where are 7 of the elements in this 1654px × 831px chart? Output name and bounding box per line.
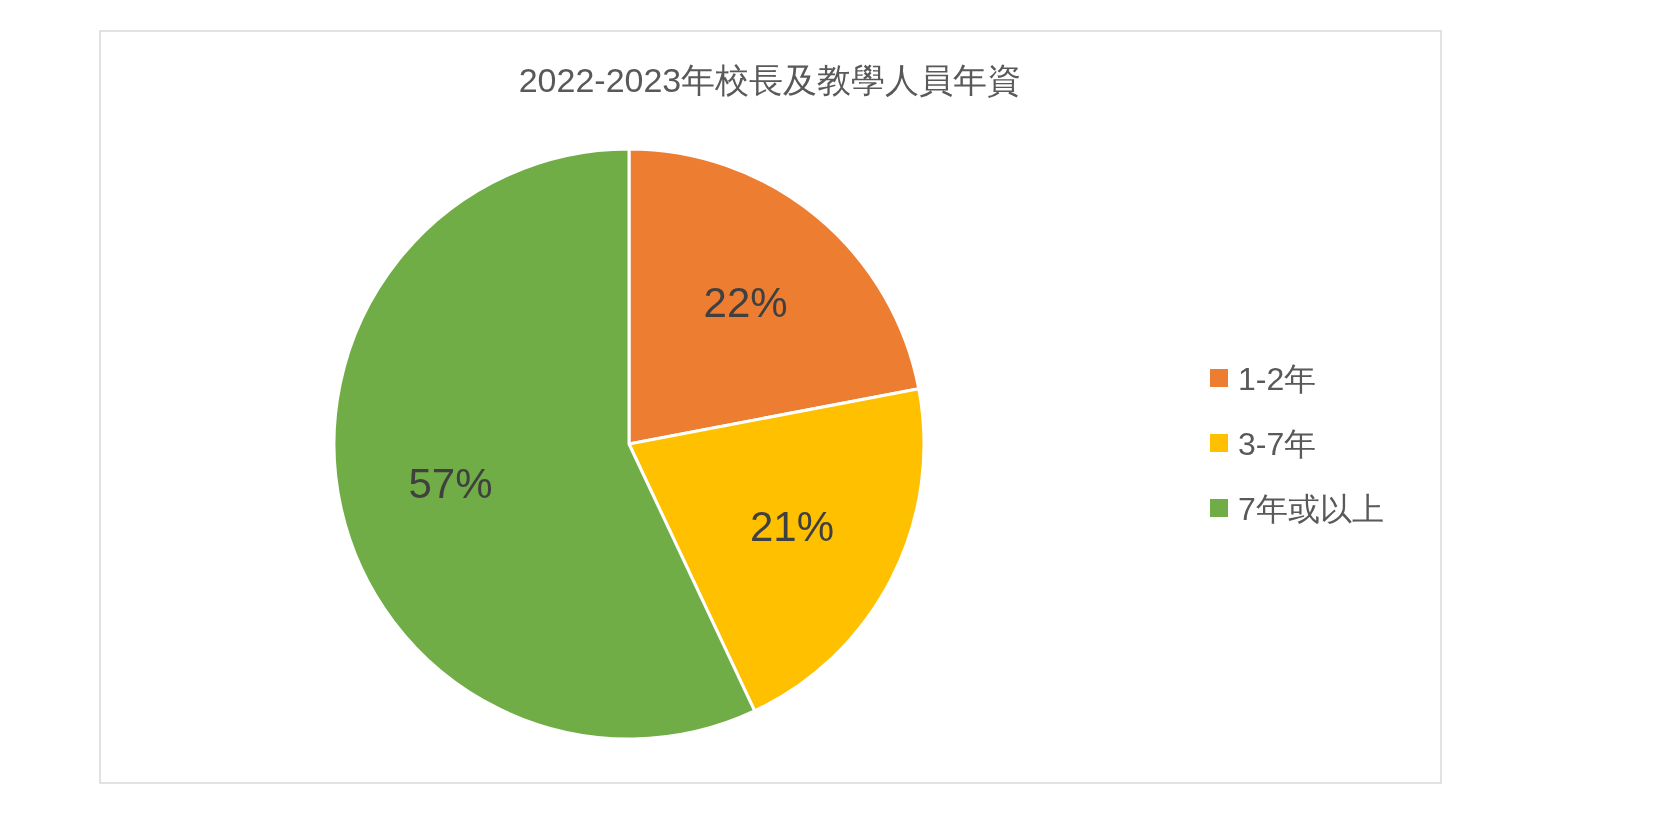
- data-label: 57%: [408, 459, 493, 507]
- chart-title: 2022-2023年校長及教學人員年資: [518, 61, 1022, 99]
- data-label: 21%: [749, 503, 834, 551]
- legend-label: 7年或以上: [1238, 491, 1384, 527]
- data-label: 22%: [703, 279, 788, 327]
- legend-label: 3-7年: [1238, 426, 1317, 462]
- legend-label: 1-2年: [1238, 361, 1317, 397]
